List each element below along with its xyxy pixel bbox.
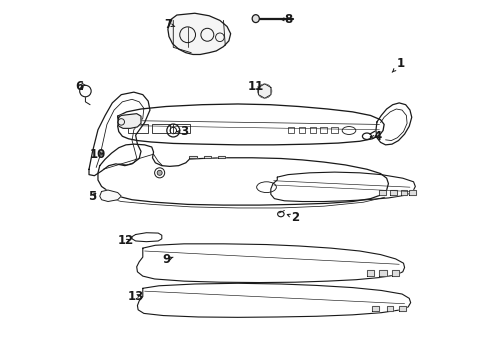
Polygon shape: [137, 244, 405, 283]
Polygon shape: [168, 13, 231, 54]
Polygon shape: [392, 270, 399, 276]
Polygon shape: [118, 104, 384, 145]
Bar: [320, 127, 327, 134]
Text: 6: 6: [75, 80, 83, 93]
Polygon shape: [132, 233, 162, 242]
Polygon shape: [367, 270, 374, 276]
Text: 9: 9: [162, 253, 173, 266]
Polygon shape: [379, 190, 386, 195]
Ellipse shape: [252, 15, 259, 23]
Polygon shape: [137, 283, 411, 318]
Bar: [299, 127, 305, 134]
Polygon shape: [204, 156, 211, 158]
Text: 1: 1: [392, 57, 405, 72]
Polygon shape: [100, 190, 122, 202]
Text: 8: 8: [281, 13, 292, 26]
Polygon shape: [271, 172, 416, 202]
Polygon shape: [218, 156, 225, 158]
Bar: [310, 127, 316, 134]
Polygon shape: [401, 190, 408, 195]
Text: 13: 13: [127, 290, 144, 303]
Text: 12: 12: [118, 234, 134, 247]
Polygon shape: [399, 306, 406, 311]
Polygon shape: [98, 144, 389, 205]
Text: 5: 5: [89, 190, 97, 203]
Circle shape: [157, 170, 162, 175]
Polygon shape: [89, 92, 150, 176]
Polygon shape: [409, 190, 416, 195]
Text: 7: 7: [164, 18, 175, 31]
Polygon shape: [372, 306, 379, 311]
Polygon shape: [387, 306, 393, 311]
Polygon shape: [376, 103, 412, 145]
Text: 10: 10: [90, 148, 106, 161]
Text: 4: 4: [370, 130, 382, 144]
Text: 3: 3: [177, 125, 188, 138]
Polygon shape: [190, 156, 196, 158]
Polygon shape: [118, 114, 141, 129]
Polygon shape: [259, 84, 271, 98]
Bar: [331, 127, 338, 134]
Text: 11: 11: [247, 80, 264, 93]
Bar: [288, 127, 294, 134]
Polygon shape: [379, 270, 387, 276]
Text: 2: 2: [287, 211, 299, 224]
Polygon shape: [390, 190, 397, 195]
